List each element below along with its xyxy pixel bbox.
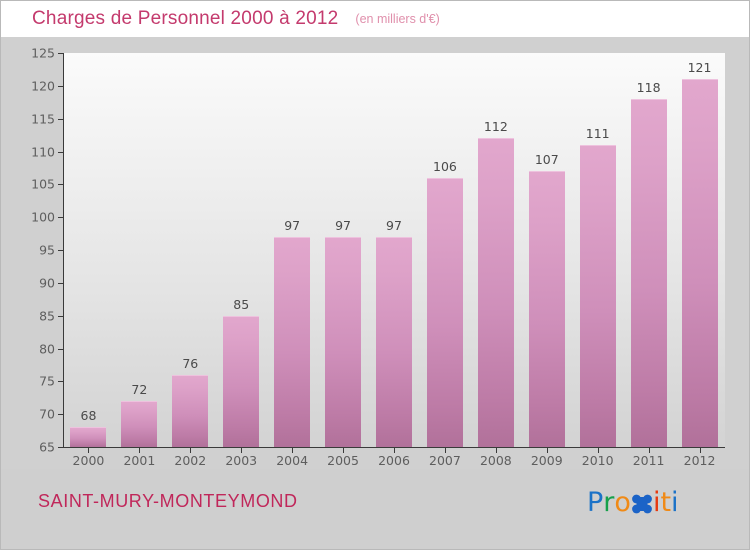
y-axis-label: 65 xyxy=(39,439,55,455)
chart-header: Charges de Personnel 2000 à 2012 (en mil… xyxy=(1,1,749,37)
bar-value-label: 106 xyxy=(432,158,457,174)
x-axis-tick xyxy=(190,448,191,453)
x-axis-label: 2009 xyxy=(530,453,563,468)
y-axis-tick xyxy=(58,282,64,284)
x-axis-tick xyxy=(547,448,548,453)
x-axis-label: 2008 xyxy=(479,453,512,468)
page-title: Charges de Personnel 2000 à 2012 xyxy=(32,8,339,29)
y-axis-tick xyxy=(58,85,64,87)
x-axis-tick xyxy=(496,448,497,453)
bar[interactable] xyxy=(579,144,616,447)
bar-value-label: 76 xyxy=(182,355,199,371)
y-axis-tick xyxy=(58,447,64,448)
bar[interactable] xyxy=(223,315,260,447)
y-axis-label: 105 xyxy=(31,176,55,192)
y-axis-label: 115 xyxy=(31,111,55,127)
chart-panel: 65 70 75 80 85 90 95 100 105 110 115 120 125 2000 200… xyxy=(1,37,749,469)
y-axis-label: 90 xyxy=(39,275,55,291)
y-axis-label: 85 xyxy=(39,308,55,324)
bar-value-label: 97 xyxy=(386,217,402,233)
bar[interactable] xyxy=(528,171,565,447)
logo-letter-i-first: i xyxy=(652,487,661,518)
x-axis-tick xyxy=(139,448,140,453)
bar[interactable] xyxy=(172,374,209,447)
x-axis-label: 2002 xyxy=(174,453,207,468)
x-axis-tick xyxy=(394,448,395,453)
y-axis-tick xyxy=(58,184,64,186)
y-axis-tick xyxy=(58,381,64,383)
logo-letter-p: P xyxy=(587,487,604,518)
bar[interactable] xyxy=(681,79,718,447)
chart-footer: SAINT-MURY-MONTEYMOND Pro iti xyxy=(1,469,749,549)
logo-letter-o: o xyxy=(614,487,631,518)
bar-value-label: 72 xyxy=(131,382,148,398)
y-axis-tick xyxy=(58,217,64,219)
logo-letter-i-second: i xyxy=(671,487,679,518)
bar-value-label: 121 xyxy=(687,60,712,76)
bar[interactable] xyxy=(70,427,107,447)
x-axis-label: 2012 xyxy=(683,453,716,468)
y-axis-label: 120 xyxy=(31,78,55,94)
x-axis-line xyxy=(63,447,725,448)
x-axis-tick xyxy=(598,448,599,453)
logo-letter-r: r xyxy=(603,487,615,518)
y-axis-label: 80 xyxy=(39,341,55,356)
logo-letter-t: t xyxy=(660,487,672,518)
x-axis-label: 2005 xyxy=(327,453,359,468)
y-axis-tick xyxy=(58,414,64,416)
y-axis-label: 110 xyxy=(31,144,55,159)
y-axis-tick xyxy=(58,348,64,350)
bar-value-label: 97 xyxy=(335,217,352,233)
commune-name: SAINT-MURY-MONTEYMOND xyxy=(38,491,298,511)
bar-value-label: 85 xyxy=(233,296,250,312)
x-axis-tick xyxy=(241,448,242,453)
bar[interactable] xyxy=(630,98,667,447)
bar[interactable] xyxy=(325,236,362,447)
logo-letter-x-icon xyxy=(631,490,653,517)
bar-value-label: 112 xyxy=(483,119,508,135)
y-axis-tick xyxy=(58,53,64,54)
x-axis-label: 2007 xyxy=(429,453,461,468)
x-axis-label: 2004 xyxy=(276,453,309,468)
bar[interactable] xyxy=(274,236,311,447)
y-axis-label: 125 xyxy=(31,45,55,61)
bar[interactable] xyxy=(426,177,463,447)
bar[interactable] xyxy=(121,401,158,447)
bar-value-label: 111 xyxy=(585,125,610,141)
x-axis-label: 2010 xyxy=(581,453,614,468)
y-axis-label: 100 xyxy=(31,209,55,225)
x-axis-tick xyxy=(700,448,701,453)
x-axis-tick xyxy=(445,448,446,453)
bar-value-label: 68 xyxy=(80,408,97,424)
x-axis-label: 2000 xyxy=(72,453,105,468)
plot-frame: 65 70 75 80 85 90 95 100 105 110 115 120 125 2000 200… xyxy=(31,46,725,468)
x-axis-tick xyxy=(649,448,650,453)
x-axis-label: 2006 xyxy=(378,453,410,468)
x-axis-label: 2003 xyxy=(225,453,258,468)
x-axis-label: 2001 xyxy=(123,453,156,468)
x-axis-tick xyxy=(292,448,293,453)
y-axis-tick xyxy=(58,250,64,251)
y-axis-tick xyxy=(58,151,64,153)
x-axis-tick xyxy=(88,448,89,453)
y-axis-tick xyxy=(58,118,64,120)
bar[interactable] xyxy=(477,138,514,447)
proxiti-logo[interactable]: Pro iti xyxy=(587,487,679,518)
y-axis-label: 70 xyxy=(39,406,55,422)
y-axis-tick xyxy=(58,315,64,317)
bar-value-label: 97 xyxy=(284,217,301,233)
x-axis-tick xyxy=(343,448,344,453)
bar[interactable] xyxy=(376,236,412,447)
x-axis-label: 2011 xyxy=(632,453,665,468)
y-axis-label: 75 xyxy=(39,373,55,389)
bar-value-label: 107 xyxy=(534,152,559,168)
bar-value-label: 118 xyxy=(636,79,661,95)
y-axis-label: 95 xyxy=(39,242,55,258)
chart-subtitle: (en milliers d'€) xyxy=(355,12,440,26)
